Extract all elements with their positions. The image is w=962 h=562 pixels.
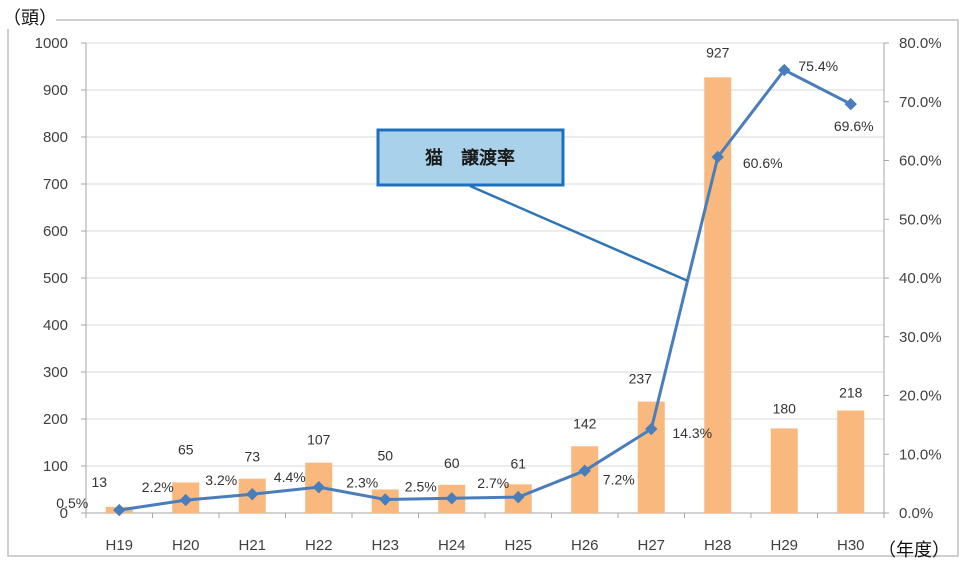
axes	[81, 42, 889, 518]
y-left-tick-label: 500	[43, 270, 68, 287]
x-tick-label: H26	[571, 537, 599, 554]
y-left-unit-label-bg	[2, 5, 56, 29]
x-tick-label: H27	[637, 537, 665, 554]
line-data-label: 2.3%	[346, 474, 378, 490]
line-marker	[512, 490, 525, 504]
x-tick-label: H25	[504, 537, 532, 554]
bar-data-label: 61	[510, 455, 526, 471]
line-marker	[113, 503, 126, 517]
y-left-tick-label: 0	[60, 505, 68, 522]
line-data-label: 2.2%	[142, 479, 174, 495]
bar-data-label: 60	[444, 455, 460, 471]
line-marker	[179, 493, 192, 507]
y-left-tick-label: 600	[43, 223, 68, 240]
y-right-tick-label: 70.0%	[899, 94, 942, 111]
callout: 猫 譲渡率	[376, 128, 689, 283]
y-left-tick-labels: 0 100 200 300 400 500 600 700 800 900 1000	[35, 35, 68, 522]
bar-data-labels: 13 65 73 107 50 60 61 142 237 927 180 218	[91, 44, 862, 490]
line-marker	[711, 150, 724, 164]
x-tick-label: H22	[305, 537, 333, 554]
line-series	[113, 63, 857, 517]
bar-data-label: 13	[91, 474, 107, 490]
bar	[571, 446, 599, 513]
y-left-tick-label: 300	[43, 364, 68, 381]
bar	[637, 401, 665, 513]
x-unit-label: （年度）	[878, 540, 950, 560]
bar-data-label: 50	[377, 448, 393, 464]
callout-text: 猫 譲渡率	[425, 147, 515, 168]
line-data-labels: 0.5% 2.2% 3.2% 4.4% 2.3% 2.5% 2.7% 7.2% 14.3% 60.…	[56, 58, 873, 511]
callout-box	[376, 128, 565, 187]
bar	[770, 428, 798, 513]
x-tick-label: H29	[770, 537, 798, 554]
line-path	[119, 68, 852, 512]
x-tick-label: H20	[172, 537, 200, 554]
line-marker	[844, 97, 857, 111]
y-right-tick-label: 80.0%	[899, 35, 942, 52]
line-data-label: 7.2%	[603, 472, 635, 488]
line-data-label: 2.7%	[477, 475, 509, 491]
bar-data-label: 73	[244, 449, 260, 465]
x-tick-label: H28	[704, 537, 732, 554]
chart-frame	[7, 19, 959, 557]
bar-data-label: 107	[307, 432, 331, 448]
bar	[837, 410, 865, 513]
line-marker	[246, 487, 259, 501]
x-tick-label: H23	[371, 537, 399, 554]
line-data-label: 3.2%	[205, 472, 237, 488]
line-data-label: 75.4%	[798, 58, 838, 74]
x-tick-label: H30	[837, 537, 865, 554]
y-left-tick-label: 1000	[35, 35, 68, 52]
callout-connector-line	[469, 184, 689, 283]
line-marker	[445, 492, 458, 505]
y-right-tick-label: 50.0%	[899, 211, 942, 228]
y-right-tick-label: 0.0%	[899, 505, 933, 522]
bar-data-label: 218	[839, 385, 863, 401]
line-data-label: 4.4%	[274, 469, 306, 485]
bar-series	[105, 77, 865, 513]
y-right-tick-label: 40.0%	[899, 270, 942, 287]
y-left-tick-label: 800	[43, 129, 68, 146]
y-left-tick-label: 700	[43, 176, 68, 193]
x-tick-label: H21	[238, 537, 266, 554]
bar-data-label: 927	[706, 44, 730, 60]
bar-data-label: 65	[178, 441, 194, 457]
bar-data-label: 180	[773, 400, 797, 416]
y-right-tick-label: 20.0%	[899, 388, 942, 405]
y-right-tick-label: 60.0%	[899, 153, 942, 170]
line-data-label: 14.3%	[672, 425, 712, 441]
y-left-tick-label: 200	[43, 411, 68, 428]
line-marker	[645, 422, 658, 436]
y-left-tick-label: 900	[43, 82, 68, 99]
y-right-tick-label: 30.0%	[899, 329, 942, 346]
y-right-tick-label: 10.0%	[899, 446, 942, 463]
line-data-label: 2.5%	[405, 478, 437, 494]
bar	[704, 77, 732, 513]
line-marker	[778, 63, 791, 77]
line-marker	[578, 464, 591, 477]
y-left-tick-label: 100	[43, 458, 68, 475]
bar-data-label: 237	[629, 371, 653, 387]
bar-data-label: 142	[573, 415, 597, 431]
y-left-unit-label: （頭）	[3, 8, 57, 28]
x-tick-labels: H19 H20 H21 H22 H23 H24 H25 H26 H27 H28 H29 H30	[105, 537, 864, 554]
y-right-tick-labels: 0.0% 10.0% 20.0% 30.0% 40.0% 50.0% 60.0% 70.0% 8…	[899, 35, 942, 522]
line-marker	[379, 493, 392, 506]
line-data-label: 60.6%	[743, 155, 783, 171]
line-data-label: 0.5%	[56, 495, 88, 511]
line-data-label: 69.6%	[834, 118, 874, 134]
x-tick-label: H24	[438, 537, 466, 554]
line-marker	[312, 480, 325, 494]
x-tick-label: H19	[105, 537, 133, 554]
y-left-tick-label: 400	[43, 317, 68, 334]
